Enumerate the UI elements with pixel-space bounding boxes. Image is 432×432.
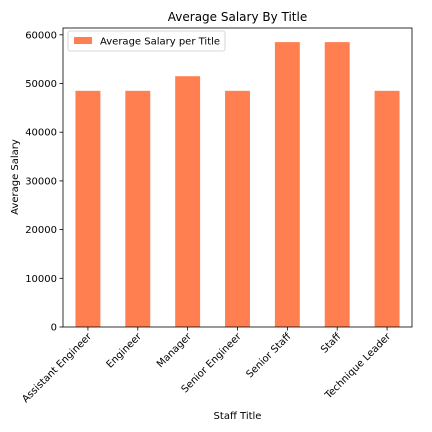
y-axis-title: Average Salary: [10, 139, 21, 215]
y-tick-label: 40000: [25, 128, 57, 139]
chart-title: Average Salary By Title: [168, 10, 307, 24]
bar-manager: [175, 76, 200, 327]
bar-assistant-engineer: [75, 91, 100, 327]
legend: Average Salary per Title: [68, 31, 225, 51]
y-tick-label: 30000: [25, 176, 57, 187]
y-tick-label: 0: [51, 323, 57, 334]
legend-swatch: [74, 37, 92, 44]
bar-senior-engineer: [225, 91, 250, 327]
bar-technique-leader: [375, 91, 400, 327]
y-tick-label: 50000: [25, 79, 57, 90]
y-tick-label: 60000: [25, 30, 57, 41]
y-tick-label: 10000: [25, 274, 57, 285]
legend-label: Average Salary per Title: [100, 37, 220, 48]
bar-engineer: [125, 91, 150, 327]
bar-senior-staff: [275, 42, 300, 327]
x-axis-title: Staff Title: [214, 411, 262, 422]
bar-staff: [325, 42, 350, 327]
y-tick-label: 20000: [25, 225, 57, 236]
